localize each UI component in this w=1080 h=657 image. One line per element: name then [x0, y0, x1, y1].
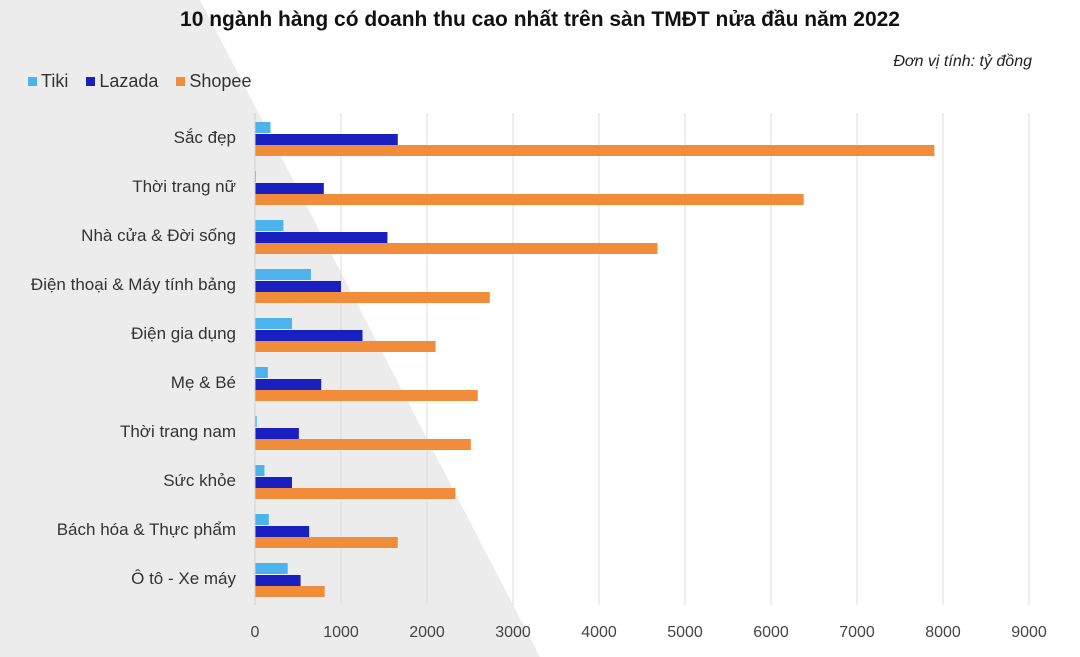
bar-tiki — [255, 465, 265, 476]
x-tick-label: 6000 — [753, 624, 789, 641]
legend-swatch-tiki — [28, 77, 37, 86]
bar-shopee — [255, 537, 398, 548]
legend-label-lazada: Lazada — [99, 71, 159, 91]
category-label: Bách hóa & Thực phẩm — [57, 520, 236, 539]
bar-shopee — [255, 292, 490, 303]
x-tick-label: 4000 — [581, 624, 617, 641]
bar-tiki — [255, 269, 311, 280]
x-tick-label: 0 — [251, 624, 260, 641]
legend-item-tiki: Tiki — [28, 71, 68, 92]
legend-swatch-lazada — [86, 77, 96, 86]
category-label: Thời trang nam — [120, 422, 236, 441]
bar-lazada — [255, 477, 292, 488]
bar-tiki — [255, 367, 268, 378]
legend: Tiki Lazada Shopee — [28, 71, 269, 92]
legend-item-shopee: Shopee — [176, 71, 251, 92]
legend-label-tiki: Tiki — [41, 71, 69, 91]
bar-lazada — [255, 281, 341, 292]
category-label: Thời trang nữ — [132, 177, 236, 196]
bar-tiki — [255, 416, 257, 427]
bar-lazada — [255, 183, 324, 194]
bar-tiki — [255, 220, 284, 231]
category-label: Mẹ & Bé — [171, 373, 236, 392]
category-label: Điện gia dụng — [131, 324, 236, 343]
bar-tiki — [255, 122, 271, 133]
bar-shopee — [255, 145, 935, 156]
bar-lazada — [255, 330, 363, 341]
bar-shopee — [255, 586, 325, 597]
bar-shopee — [255, 488, 456, 499]
x-tick-label: 3000 — [495, 624, 531, 641]
bar-shopee — [255, 439, 471, 450]
x-tick-label: 2000 — [409, 624, 445, 641]
bar-tiki — [255, 318, 292, 329]
category-label: Điện thoại & Máy tính bảng — [31, 275, 236, 294]
legend-item-lazada: Lazada — [86, 71, 158, 92]
legend-label-shopee: Shopee — [189, 71, 252, 91]
category-label: Nhà cửa & Đời sống — [81, 226, 236, 245]
bar-shopee — [255, 390, 478, 401]
x-tick-label: 1000 — [323, 624, 359, 641]
bar-lazada — [255, 379, 322, 390]
bar-tiki — [255, 514, 269, 525]
x-tick-label: 5000 — [667, 624, 703, 641]
bar-lazada — [255, 575, 301, 586]
legend-swatch-shopee — [176, 77, 186, 86]
x-tick-label: 9000 — [1011, 624, 1047, 641]
category-label: Sức khỏe — [163, 471, 236, 490]
bar-lazada — [255, 232, 388, 243]
bar-tiki — [255, 563, 288, 574]
bar-lazada — [255, 428, 299, 439]
bar-shopee — [255, 341, 436, 352]
bar-shopee — [255, 243, 658, 254]
unit-note: Đơn vị tính: tỷ đồng — [893, 53, 1032, 70]
bar-lazada — [255, 134, 398, 145]
bar-shopee — [255, 194, 804, 205]
chart-title: 10 ngành hàng có doanh thu cao nhất trên… — [180, 8, 900, 31]
x-tick-label: 7000 — [839, 624, 875, 641]
category-label: Sắc đẹp — [174, 128, 236, 147]
bar-lazada — [255, 526, 310, 537]
x-tick-label: 8000 — [925, 624, 961, 641]
category-label: Ô tô - Xe máy — [131, 569, 236, 588]
